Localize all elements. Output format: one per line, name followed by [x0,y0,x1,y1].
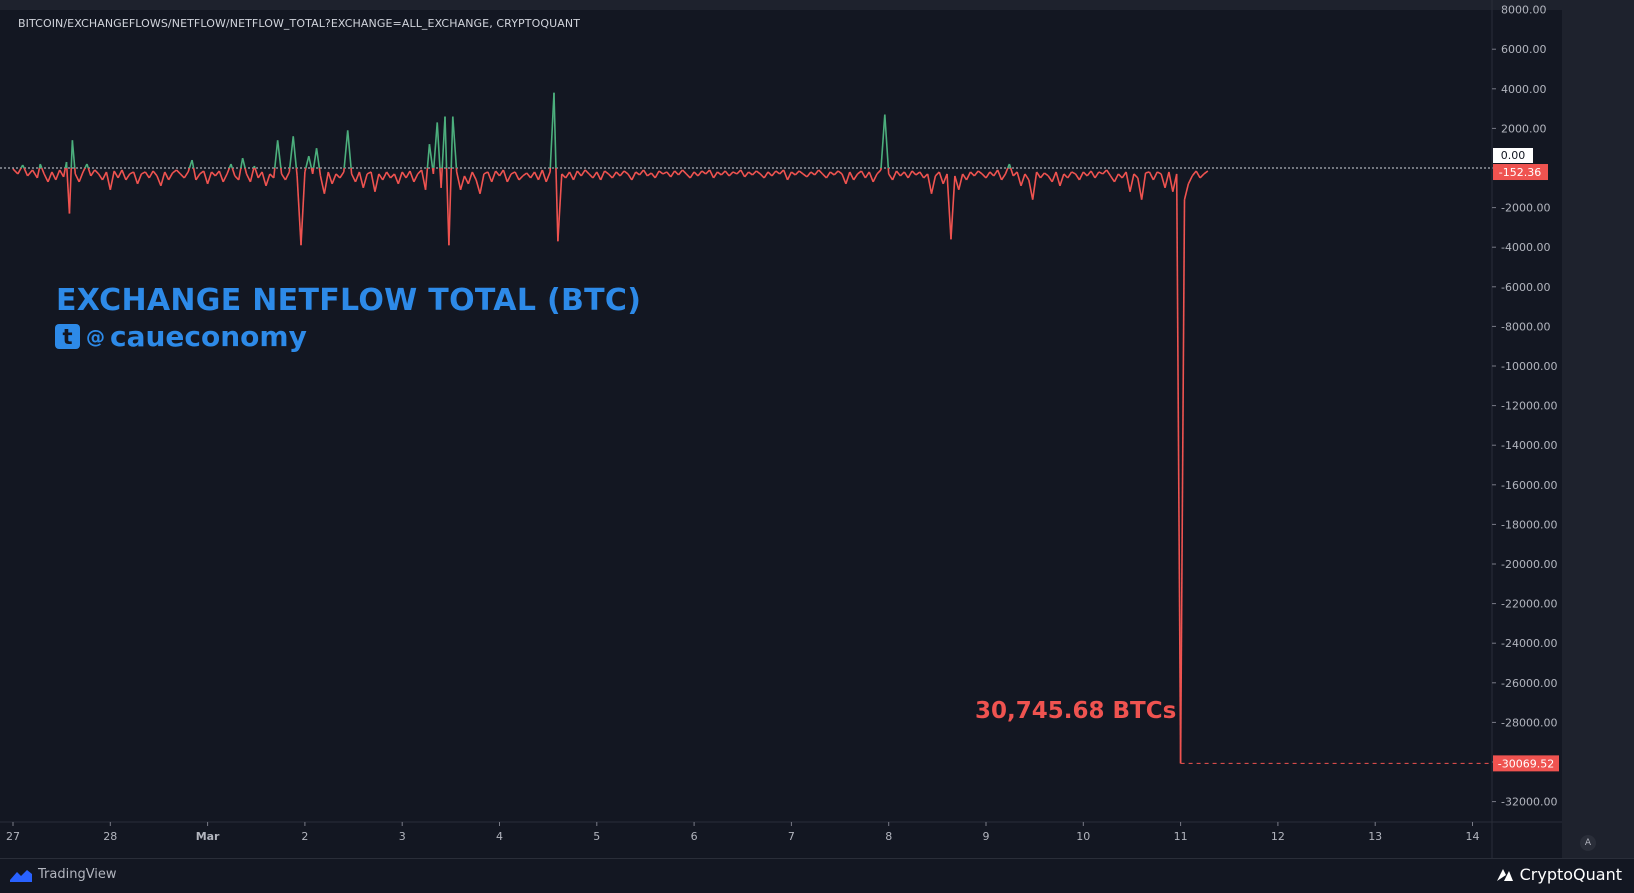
last-value-label: -152.36 [1499,166,1541,179]
x-tick-label: 14 [1466,830,1480,843]
top-strip [0,0,1634,10]
x-tick-label: 12 [1271,830,1285,843]
series-segment [296,168,297,176]
x-tick-label: Mar [196,830,220,843]
x-tick-label: 3 [399,830,406,843]
tradingview-text: TradingView [38,867,117,882]
y-tick-label: -2000.00 [1501,202,1550,215]
y-tick-label: -24000.00 [1501,637,1557,650]
tradingview-brand[interactable]: TradingView [10,867,117,882]
y-tick-label: -32000.00 [1501,796,1557,809]
x-tick-label: 4 [496,830,503,843]
y-tick-label: -10000.00 [1501,360,1557,373]
right-scrollbar[interactable] [1562,0,1634,858]
y-tick-label: 2000.00 [1501,122,1547,135]
y-tick-label: -14000.00 [1501,439,1557,452]
x-tick-label: 6 [691,830,698,843]
cryptoquant-text: CryptoQuant [1520,865,1622,884]
tumblr-icon: t [55,324,80,349]
y-tick-label: -28000.00 [1501,716,1557,729]
y-tick-label: 6000.00 [1501,43,1547,56]
y-tick-label: -20000.00 [1501,558,1557,571]
y-tick-label: -4000.00 [1501,241,1550,254]
zero-badge-label: 0.00 [1501,149,1526,162]
y-tick-label: -12000.00 [1501,400,1557,413]
symbol-label: BITCOIN/EXCHANGEFLOWS/NETFLOW/NETFLOW_TO… [18,17,580,30]
y-tick-label: 4000.00 [1501,83,1547,96]
x-tick-label: 27 [6,830,20,843]
x-tick-label: 9 [983,830,990,843]
min-value-label: -30069.52 [1498,757,1554,770]
cryptoquant-logo-icon [1495,867,1515,883]
series-segment [305,168,306,172]
series-segment [351,168,352,174]
x-tick-label: 2 [301,830,308,843]
y-tick-label: -6000.00 [1501,281,1550,294]
y-tick-label: -26000.00 [1501,677,1557,690]
series-segment [441,168,442,188]
x-tick-label: 5 [593,830,600,843]
series-segment [254,166,255,168]
x-tick-label: 8 [885,830,892,843]
x-tick-label: 11 [1174,830,1188,843]
y-tick-label: -18000.00 [1501,518,1557,531]
auto-scale-button[interactable]: A [1580,835,1596,851]
cryptoquant-brand: CryptoQuant [1495,865,1622,884]
x-tick-label: 13 [1368,830,1382,843]
y-tick-label: -22000.00 [1501,598,1557,611]
series-segment [274,168,275,178]
x-tick-label: 28 [103,830,117,843]
series-segment [313,168,314,174]
y-tick-label: -8000.00 [1501,320,1550,333]
series-segment [319,168,320,176]
tradingview-logo-icon [10,868,32,882]
author-handle: t @ caueconomy [55,320,307,353]
chart-overlay-title: EXCHANGE NETFLOW TOTAL (BTC) [56,283,641,318]
at-sign: @ [86,326,105,348]
series-segment [75,168,76,174]
y-tick-label-top: 8000.00 [1501,4,1547,17]
outflow-annotation: 30,745.68 BTCs [975,698,1176,724]
x-tick-label: 10 [1076,830,1090,843]
series-segment [281,168,282,174]
handle-text: caueconomy [110,320,307,353]
footer-bar: TradingView CryptoQuant [0,858,1634,893]
y-tick-label: -16000.00 [1501,479,1557,492]
x-tick-label: 7 [788,830,795,843]
